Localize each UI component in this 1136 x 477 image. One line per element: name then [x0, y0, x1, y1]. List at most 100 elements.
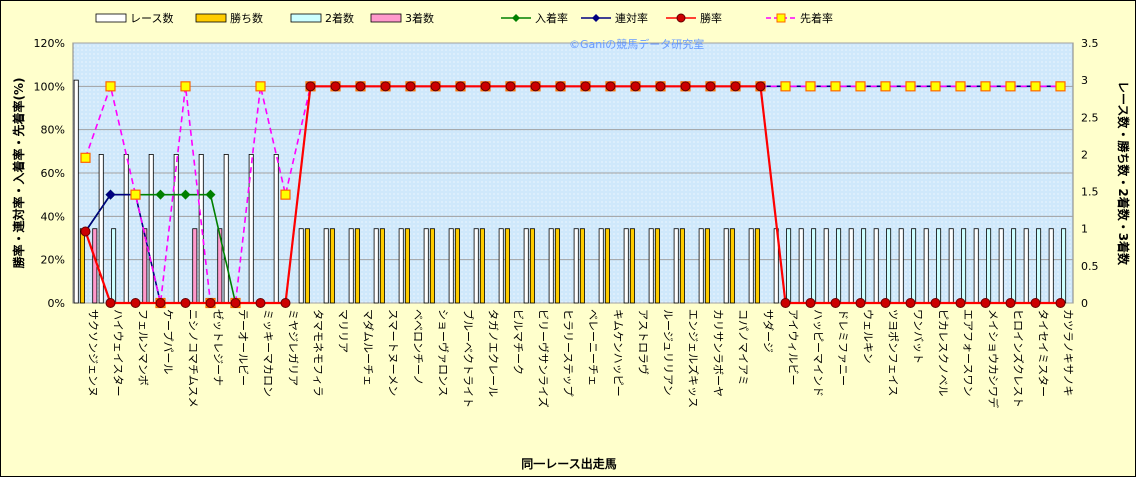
point-勝率: [930, 298, 941, 308]
point-勝率: [130, 298, 141, 308]
bar-レース数: [423, 228, 429, 304]
legend: レース数 勝ち数 2着数 3着数 入着率 連対率 勝率 先着率: [95, 11, 833, 25]
bar-勝ち数: [529, 228, 535, 304]
bar-勝ち数: [304, 228, 310, 304]
point-先着率: [280, 189, 291, 200]
category-label: エンジェルズキッス: [687, 309, 701, 408]
category-labels: サクソンジェンヌ ハイウェイスター フェルンマンボ ケープパール ニシノコマチムスメ ゼッ…: [87, 309, 1075, 408]
right-tick-label: 0.5: [1081, 260, 1099, 273]
category-label: カリサンラボーヤ: [712, 309, 725, 397]
point-先着率: [980, 81, 991, 92]
bar-レース数: [248, 154, 254, 304]
point-勝率: [705, 81, 716, 92]
bar-レース数: [298, 228, 304, 304]
line-勝率: [84, 85, 1061, 305]
legend-swatch: [195, 13, 227, 23]
bar-レース数: [798, 228, 804, 304]
bar-レース数: [848, 228, 854, 304]
point-勝率: [580, 81, 591, 92]
bar-レース数: [623, 228, 629, 304]
bar-レース数: [548, 228, 554, 304]
bar-レース数: [973, 228, 979, 304]
category-label: ベベロンチーノ: [412, 309, 425, 385]
point-勝率: [805, 298, 816, 308]
bar-レース数: [998, 228, 1004, 304]
bar-レース数: [948, 228, 954, 304]
point-先着率: [130, 189, 141, 200]
legend-marker: [512, 14, 520, 22]
left-axis-ticks: 0% 20% 40% 60% 80% 100% 120%: [34, 37, 65, 310]
point-勝率: [605, 81, 616, 92]
category-label: ヒロインズクレスト: [1012, 309, 1026, 408]
point-勝率: [205, 298, 216, 308]
category-label: テーオールビー: [237, 309, 250, 386]
category-label: タガノエクレール: [487, 309, 500, 397]
bar-レース数: [1048, 228, 1054, 304]
bar-勝ち数: [379, 228, 385, 304]
bar-レース数: [923, 228, 929, 304]
bar-レース数: [273, 154, 279, 304]
point-勝率: [355, 81, 366, 92]
point-先着率: [855, 81, 866, 92]
legend-label: 先着率: [800, 11, 833, 25]
point-勝率: [505, 81, 516, 92]
category-label: ハイウェイスター: [112, 309, 125, 396]
legend-swatch: [290, 13, 322, 23]
point-勝率: [180, 298, 191, 308]
bar-レース数: [523, 228, 529, 304]
legend-item: 先着率: [766, 11, 833, 25]
point-勝率: [280, 298, 291, 308]
category-label: ベレーニーチェ: [587, 309, 600, 386]
point-勝率: [155, 298, 166, 308]
point-連対率: [105, 189, 116, 200]
category-label: マダムルーチェ: [362, 309, 376, 386]
category-label: ケープパール: [162, 309, 175, 374]
point-先着率: [805, 81, 816, 92]
category-label: フェルンマンボ: [137, 309, 150, 386]
left-tick-label: 40%: [41, 210, 65, 223]
bar-レース数: [448, 228, 454, 304]
category-label: ツヨポンフェイス: [887, 309, 900, 396]
bar-レース数: [673, 228, 679, 304]
bar-レース数: [323, 228, 329, 304]
point-勝率: [855, 298, 866, 308]
line-layer: [80, 81, 1066, 309]
legend-item: 3着数: [370, 11, 434, 25]
legend-label: レース数: [130, 12, 173, 25]
point-勝率: [830, 298, 841, 308]
bar-勝ち数: [754, 228, 760, 304]
point-勝率: [555, 81, 566, 92]
point-先着率: [180, 81, 191, 92]
point-勝率: [655, 81, 666, 92]
bar-レース数: [748, 228, 754, 304]
point-勝率: [455, 81, 466, 92]
left-tick-label: 100%: [34, 80, 65, 93]
category-label: ミッキーマカロン: [262, 309, 275, 397]
bar-レース数: [198, 154, 204, 304]
category-label: エアフォースワン: [962, 309, 975, 396]
point-勝率: [380, 81, 391, 92]
legend-label: 2着数: [325, 11, 354, 25]
legend-item: レース数: [95, 12, 173, 25]
bar-2着数: [911, 228, 917, 304]
point-勝率: [730, 81, 741, 92]
right-tick-label: 1.5: [1081, 186, 1099, 199]
point-勝率: [955, 298, 966, 308]
category-label: ヒラリーステップ: [562, 309, 575, 396]
bar-勝ち数: [454, 228, 460, 304]
legend-item: 入着率: [501, 11, 568, 25]
point-先着率: [1005, 81, 1016, 92]
bar-勝ち数: [329, 228, 335, 304]
bar-2着数: [1036, 228, 1042, 304]
point-勝率: [530, 81, 541, 92]
left-tick-label: 20%: [41, 254, 65, 267]
bar-レース数: [373, 228, 379, 304]
bar-レース数: [123, 154, 129, 304]
left-tick-label: 80%: [41, 124, 65, 137]
point-先着率: [1055, 81, 1066, 92]
bar-レース数: [648, 228, 654, 304]
legend-swatch: [95, 13, 127, 23]
bar-勝ち数: [604, 228, 610, 304]
point-勝率: [105, 298, 116, 308]
